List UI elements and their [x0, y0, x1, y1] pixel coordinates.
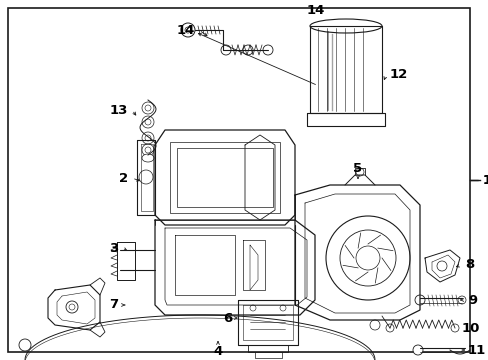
Circle shape [243, 45, 252, 55]
Circle shape [263, 45, 272, 55]
Circle shape [181, 23, 195, 37]
Circle shape [19, 339, 31, 351]
Circle shape [145, 119, 151, 125]
Circle shape [355, 246, 379, 270]
Circle shape [414, 295, 424, 305]
Circle shape [66, 301, 78, 313]
Text: 8: 8 [464, 258, 473, 271]
Circle shape [184, 27, 191, 33]
Circle shape [221, 45, 230, 55]
Circle shape [412, 345, 422, 355]
Circle shape [280, 305, 285, 311]
Text: 1: 1 [482, 174, 488, 186]
Circle shape [142, 132, 154, 144]
Circle shape [145, 147, 151, 153]
Circle shape [385, 324, 393, 332]
Bar [170, 142, 280, 213]
Circle shape [339, 230, 395, 286]
Ellipse shape [142, 154, 154, 162]
Circle shape [325, 216, 409, 300]
Text: 11: 11 [467, 343, 485, 356]
Text: 5: 5 [353, 162, 362, 175]
Text: 10: 10 [461, 321, 479, 334]
Circle shape [355, 168, 363, 176]
Circle shape [249, 305, 256, 311]
Circle shape [69, 304, 75, 310]
Circle shape [142, 102, 154, 114]
Circle shape [145, 105, 151, 111]
Circle shape [142, 116, 154, 128]
Circle shape [457, 296, 465, 304]
Circle shape [139, 170, 153, 184]
Text: 7: 7 [109, 298, 118, 311]
Text: 1: 1 [482, 174, 488, 186]
Text: 3: 3 [108, 242, 118, 255]
Circle shape [450, 324, 458, 332]
Circle shape [369, 320, 379, 330]
Circle shape [142, 144, 154, 156]
Ellipse shape [309, 19, 381, 33]
Text: 14: 14 [306, 4, 325, 17]
Circle shape [436, 261, 446, 271]
Circle shape [145, 135, 151, 141]
Text: 6: 6 [223, 311, 231, 324]
Text: 13: 13 [109, 104, 128, 117]
Text: 4: 4 [213, 345, 222, 358]
Bar [177, 148, 272, 207]
Text: 12: 12 [389, 68, 407, 81]
Text: 14: 14 [176, 23, 195, 36]
Text: 9: 9 [467, 293, 476, 306]
Text: 2: 2 [119, 171, 128, 184]
